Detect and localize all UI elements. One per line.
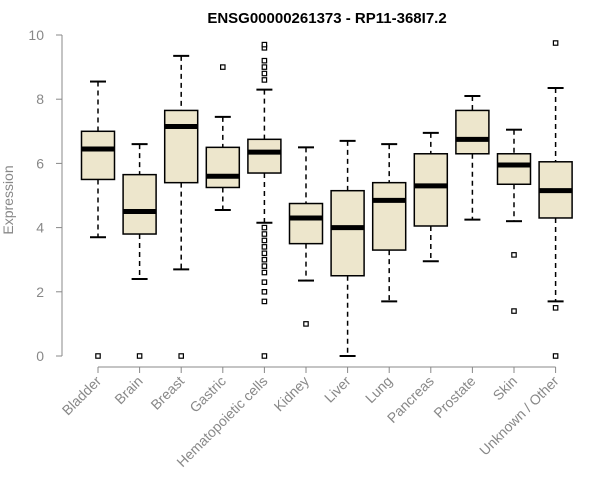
outlier-point [261,298,268,305]
boxes-group [80,40,573,359]
outlier-point [136,353,143,359]
box-pancreas [413,131,449,263]
y-axis-title: Expression [0,165,16,234]
x-tick-label: Lung [362,373,395,406]
outlier-point [261,224,268,231]
iqr-box [205,146,241,189]
iqr-box [122,173,157,235]
outlier-point [220,64,226,70]
x-tick-label: Breast [147,373,187,413]
box-brain [122,143,157,359]
box-unknown-other [538,40,573,359]
outlier-point [552,353,559,359]
x-tick-label: Liver [321,373,354,406]
box-breast [163,54,199,359]
iqr-box [163,109,199,184]
outlier-point [552,305,559,311]
outlier-point [261,41,268,48]
outlier-point [261,77,268,83]
outlier-point [261,250,268,257]
outlier-point [261,64,268,70]
outlier-point [261,279,268,285]
outlier-point [178,353,185,359]
iqr-box [413,153,449,227]
x-tick-label: Prostate [430,373,478,421]
iqr-box [288,202,324,245]
y-tick-label: 8 [36,91,44,107]
box-gastric [205,64,241,211]
iqr-box [80,130,116,181]
box-kidney [288,146,324,327]
box-lung [371,143,407,303]
iqr-box [496,153,532,186]
box-prostate [455,94,490,221]
outlier-point [511,308,517,314]
x-tick-label: Skin [490,373,521,404]
iqr-box [371,181,407,251]
outlier-point [261,289,268,295]
y-tick-label: 0 [36,348,44,364]
outlier-point [95,353,101,359]
x-tick-label: Kidney [271,373,313,415]
outlier-point [261,263,268,269]
y-tick-label: 2 [36,284,44,300]
outlier-point [552,40,559,46]
chart-title: ENSG00000261373 - RP11-368I7.2 [207,10,446,27]
outlier-point [261,353,268,359]
box-hematopoietic-cells [247,41,282,359]
y-axis: 0 2 4 6 8 10 [28,27,63,364]
x-tick-label: Unknown / Other [476,373,562,459]
outlier-point [261,237,268,244]
outlier-point [261,231,268,237]
outlier-point [261,269,268,276]
y-tick-label: 6 [36,155,44,171]
y-tick-label: 4 [36,220,44,236]
iqr-box [455,109,490,155]
outlier-point [261,70,268,77]
box-bladder [80,80,116,359]
outlier-point [261,244,268,250]
x-tick-label: Brain [111,373,145,407]
box-skin [496,128,532,314]
x-tick-label: Bladder [59,373,105,419]
outlier-point [511,252,517,258]
outlier-point [303,321,309,327]
iqr-box [247,138,282,174]
box-liver [330,139,365,357]
outlier-point [261,256,268,263]
iqr-box [330,189,365,277]
y-tick-label: 10 [28,27,44,43]
outlier-point [261,57,268,64]
